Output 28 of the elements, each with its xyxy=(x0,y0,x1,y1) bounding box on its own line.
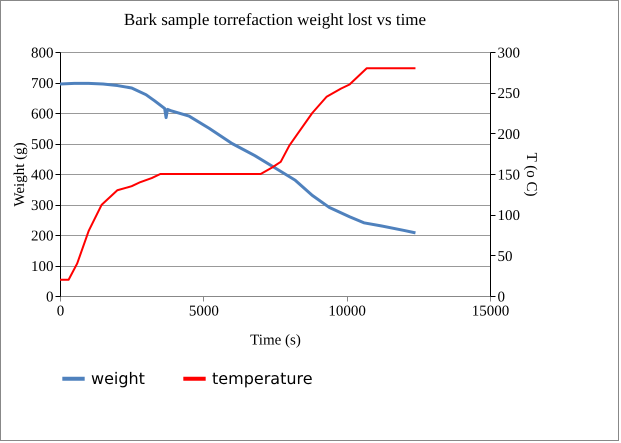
y2-tick-label: 200 xyxy=(498,126,520,143)
y-tick-label: 0 xyxy=(46,290,54,306)
y2-tick-label: 250 xyxy=(498,86,520,102)
line-series xyxy=(59,67,416,281)
legend-label: temperature xyxy=(212,368,313,388)
y-tick-label: 100 xyxy=(31,259,54,275)
x-tick-label: 0 xyxy=(56,304,64,320)
y-tick-label: 300 xyxy=(31,198,54,214)
y-axis-title: Weight (g) xyxy=(12,142,28,207)
chart-title: Bark sample torrefaction weight lost vs time xyxy=(124,10,426,29)
x-tick-label: 10000 xyxy=(328,304,366,320)
y2-tick-label: 50 xyxy=(498,248,512,265)
legend-label: weight xyxy=(91,368,145,388)
x-axis-title: Time (s) xyxy=(250,332,301,348)
y-tick-label: 700 xyxy=(31,76,54,92)
x-tick-label: 15000 xyxy=(472,304,510,320)
y2-tick-label: 150 xyxy=(498,168,520,184)
y-tick-label: 600 xyxy=(31,106,54,122)
y2-tick-label: 300 xyxy=(498,46,520,62)
y-tick-label: 200 xyxy=(31,228,54,244)
y-tick-label: 500 xyxy=(31,137,54,153)
y-tick-label: 800 xyxy=(31,46,54,62)
y-tick-label: 400 xyxy=(31,168,54,184)
y2-axis-title: T (o C) xyxy=(523,152,539,196)
y2-tick-label: 0 xyxy=(498,290,505,306)
y2-tick-label: 100 xyxy=(498,208,520,224)
line-series xyxy=(58,82,417,234)
x-tick-label: 5000 xyxy=(188,304,219,320)
